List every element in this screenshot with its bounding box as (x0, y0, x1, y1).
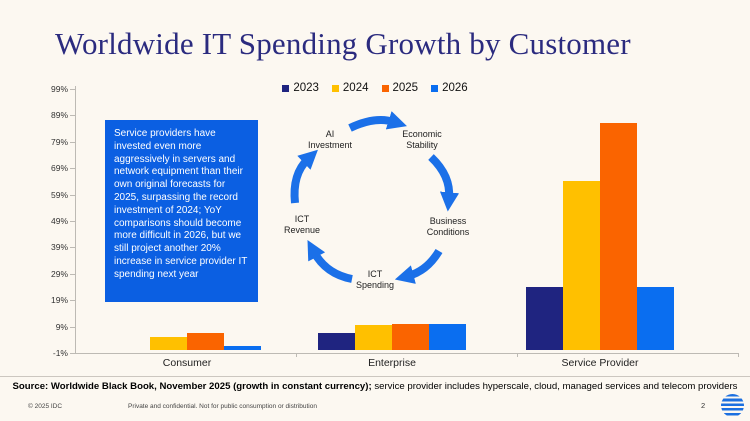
cycle-node-line: Conditions (426, 227, 470, 237)
cycle-diagram-arrows (290, 111, 460, 284)
y-axis-tick (70, 300, 75, 302)
cycle-node-ict-spending: ICT Spending (356, 269, 394, 291)
y-axis-label: 19% (50, 295, 68, 306)
bar-2025-consumer (187, 333, 224, 351)
cycle-arrow-top (348, 111, 407, 132)
cycle-node-line: Stability (406, 140, 438, 150)
y-axis-line (75, 86, 76, 353)
footer-divider (0, 376, 750, 377)
y-axis-tick (70, 221, 75, 222)
legend-label-2025: 2025 (392, 82, 419, 94)
x-axis-tick (517, 353, 518, 357)
y-axis-tick (70, 194, 75, 196)
cycle-arrow-right (428, 154, 460, 212)
bar-2023-enterprise (318, 333, 355, 351)
cycle-node-ai-investment: AI Investment (308, 129, 352, 151)
legend-label-2026: 2026 (442, 82, 468, 94)
legend-label-2023: 2023 (293, 82, 319, 94)
legend-swatch-2024 (331, 84, 339, 92)
legend-swatch-2025 (381, 84, 389, 92)
y-axis-tick (70, 89, 75, 90)
page-number: 2 (701, 401, 706, 410)
y-axis-label: -1% (52, 348, 68, 358)
legend-swatch-2026 (431, 84, 439, 92)
y-axis-label: 79% (50, 136, 68, 147)
y-axis-label: 89% (50, 110, 68, 121)
bar-2024-service-provider (563, 181, 600, 351)
y-axis-label: 9% (55, 321, 68, 332)
legend-item-2024: 2024 (331, 82, 369, 94)
cycle-node-line: Business (429, 216, 467, 227)
cycle-node-line: ICT (294, 214, 310, 225)
y-axis-tick (70, 353, 75, 354)
y-axis-label: 99% (50, 84, 68, 94)
y-axis-label: 59% (50, 189, 68, 200)
legend-item-2026: 2026 (431, 82, 468, 94)
y-axis-tick (70, 168, 75, 170)
cycle-node-line: AI (325, 129, 335, 140)
source-text-bold: Source: Worldwide Black Book, November 2… (12, 381, 372, 392)
y-axis-label: 69% (50, 163, 68, 174)
bar-2024-consumer (150, 337, 187, 351)
cycle-arrow-bottom-right (394, 248, 443, 284)
bar-2023-service-provider (526, 287, 563, 351)
cycle-node-line: Spending (355, 280, 395, 290)
category-label-service-provider: Service Provider (561, 357, 639, 369)
page-title: Worldwide IT Spending Growth by Customer (55, 26, 631, 61)
x-axis-line (75, 353, 739, 354)
y-axis-tick (70, 247, 75, 249)
x-axis-tick (296, 353, 297, 357)
bar-2026-enterprise (429, 323, 466, 351)
bar-2026-service-provider (637, 287, 674, 351)
y-axis-label: 29% (50, 268, 68, 279)
y-axis-label: 39% (50, 242, 68, 253)
cycle-node-line: Investment (307, 140, 353, 150)
legend-item-2025: 2025 (381, 82, 419, 94)
confidential-text: Private and confidential. Not for public… (128, 403, 317, 410)
legend: 2023 2024 2025 2026 (0, 82, 750, 94)
x-axis-tick (738, 353, 739, 357)
y-axis-tick (70, 273, 75, 275)
cycle-node-business-conditions: Business Conditions (427, 216, 470, 238)
copyright-text: © 2025 IDC (28, 403, 63, 410)
y-axis-tick (70, 141, 75, 143)
legend-item-2023: 2023 (282, 82, 319, 94)
category-label-enterprise: Enterprise (368, 357, 416, 369)
cycle-node-economic-stability: Economic Stability (402, 129, 442, 151)
idc-globe-logo (721, 394, 744, 417)
cycle-node-line: Revenue (283, 225, 321, 235)
source-text-regular: service provider includes hyperscale, cl… (371, 381, 738, 392)
legend-swatch-2023 (282, 84, 290, 92)
annotation-box: Service providers have invested even mor… (105, 120, 258, 302)
category-label-consumer: Consumer (162, 357, 212, 369)
source-line: Source: Worldwide Black Book, November 2… (0, 381, 750, 392)
y-axis-label: 49% (50, 216, 68, 226)
cycle-node-ict-revenue: ICT Revenue (284, 214, 320, 236)
bar-2026-consumer (224, 346, 261, 351)
y-axis-tick (70, 115, 75, 117)
bar-2025-enterprise (392, 323, 429, 351)
legend-label-2024: 2024 (342, 82, 369, 94)
cycle-node-line: ICT (367, 269, 383, 280)
cycle-node-line: Economic (402, 129, 442, 140)
cycle-arrow-bottom-left (307, 240, 353, 283)
cycle-arrow-left (290, 149, 318, 204)
bar-2025-service-provider (600, 123, 637, 351)
y-axis-tick (70, 326, 75, 328)
bar-2024-enterprise (355, 325, 392, 351)
